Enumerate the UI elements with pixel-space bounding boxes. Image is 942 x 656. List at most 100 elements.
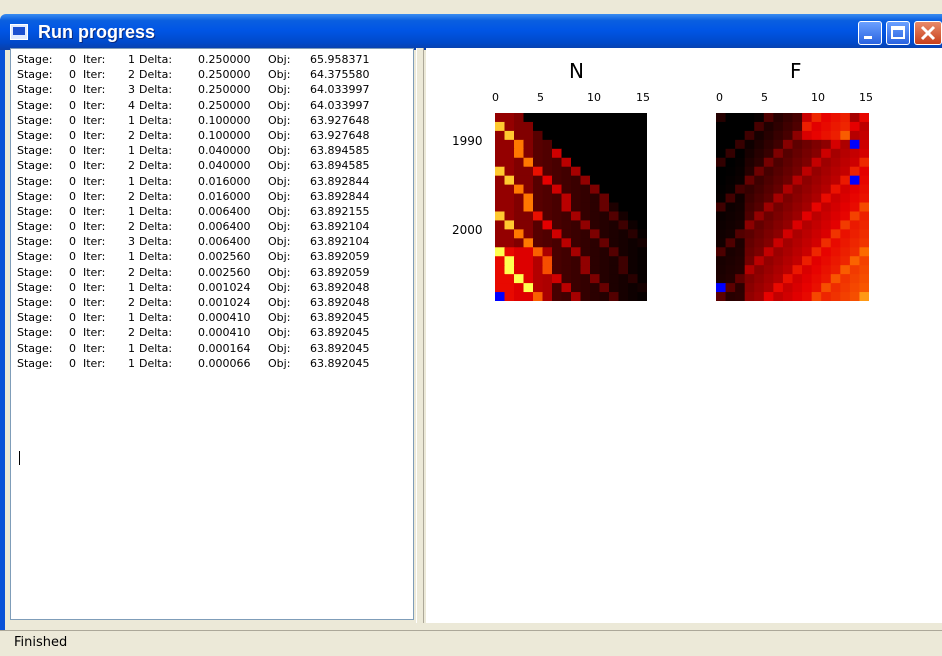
heatmap-cell (599, 292, 610, 301)
heatmap-cell (849, 256, 860, 266)
heatmap-cell (542, 238, 553, 248)
heatmap-cell (552, 283, 562, 293)
heatmap-cell (618, 256, 629, 266)
heatmap-cell (523, 113, 534, 123)
heatmap-cell (628, 283, 638, 293)
log-field: Stage: (17, 220, 53, 234)
heatmap-cell (637, 121, 647, 132)
heatmap-cell (754, 238, 765, 248)
pane-splitter[interactable] (416, 48, 424, 623)
heatmap-cell (514, 166, 524, 177)
heatmap-cell (830, 113, 841, 123)
heatmap-cell (840, 139, 851, 150)
log-field: 63.927648 (310, 113, 370, 127)
heatmap-cell (590, 157, 600, 168)
heatmap-cell (859, 292, 869, 301)
heatmap-cell (580, 148, 591, 159)
heatmap-cell (859, 229, 869, 239)
log-field: 2 (128, 296, 135, 309)
minimize-button[interactable] (858, 21, 882, 45)
heatmap-cell (754, 184, 765, 195)
heatmap-cell (552, 238, 562, 248)
heatmap-cell (590, 274, 600, 284)
log-field: 0.001024 (198, 296, 251, 309)
heatmap-cell (773, 113, 784, 123)
heatmap-cell (561, 113, 572, 123)
log-field: Obj: (268, 235, 291, 249)
heatmap-cell (609, 121, 619, 132)
heatmap-cell (533, 184, 543, 195)
heatmap-cell (754, 148, 765, 159)
heatmap-cell (811, 211, 822, 221)
heatmap-cell (849, 202, 860, 212)
log-field: 0 (69, 356, 76, 370)
heatmap-cell (830, 220, 841, 230)
heatmap-cell (773, 256, 784, 266)
heatmap-cell (523, 247, 534, 257)
heatmap-cell (609, 139, 619, 150)
heatmap-cell (830, 157, 841, 168)
heatmap-cell (754, 113, 765, 123)
heatmap-cell (811, 193, 822, 204)
log-field: Iter: (83, 53, 106, 66)
log-field: 0.016000 (198, 174, 251, 188)
log-field: 0 (69, 144, 76, 158)
log-field: 63.892048 (310, 280, 370, 294)
heatmap-cell (735, 283, 746, 293)
title-bar[interactable]: Run progress (0, 14, 942, 50)
heatmap-cell (763, 157, 774, 168)
heatmap-cell (716, 211, 727, 221)
heatmap-cell (849, 211, 860, 221)
heatmap-cell (754, 220, 765, 230)
heatmap-cell (849, 148, 860, 159)
heatmap-cell (599, 256, 610, 266)
log-field: 0.250000 (198, 98, 251, 112)
log-field: Iter: (83, 68, 106, 82)
heatmap-cell (552, 292, 562, 301)
heatmap-cell (504, 193, 515, 204)
log-field: Stage: (17, 113, 53, 127)
heatmap-cell (840, 121, 851, 132)
heatmap-cell (821, 220, 832, 230)
heatmap-cell (552, 148, 562, 159)
log-field: Iter: (83, 113, 106, 127)
heatmap-cell (859, 202, 869, 212)
log-field: 63.892048 (310, 296, 370, 309)
heatmap-cell (725, 247, 736, 257)
log-field: 1 (128, 250, 135, 264)
log-field: 63.892844 (310, 174, 370, 188)
heatmap-cell (821, 193, 832, 204)
heatmap-cell (821, 211, 832, 221)
log-field: 0.006400 (198, 204, 251, 218)
heatmap-cell (571, 175, 581, 186)
heatmap-cell (495, 175, 505, 186)
maximize-button[interactable] (886, 21, 910, 45)
log-field: Obj: (268, 53, 291, 66)
heatmap-cell (773, 283, 784, 293)
log-textbox[interactable]: Stage: 0 Iter: 1 Delta: 0.250000 Obj: 65.958371… (10, 48, 414, 620)
heatmap-cell (580, 202, 591, 212)
log-field: 0 (69, 53, 76, 66)
heatmap-cell (802, 148, 813, 159)
heatmap-cell (782, 113, 793, 123)
heatmap-cell (552, 157, 562, 168)
heatmap-cell (542, 175, 553, 186)
heatmap-cell (859, 256, 869, 266)
heatmap-cell (571, 247, 581, 257)
heatmap-cell (754, 202, 765, 212)
heatmap-cell (609, 166, 619, 177)
close-button[interactable] (914, 21, 942, 45)
log-field: 0 (69, 98, 76, 112)
heatmap-cell (802, 175, 813, 186)
heatmap-cell (735, 130, 746, 141)
heatmap-cell (782, 211, 793, 221)
heatmap-cell (821, 157, 832, 168)
heatmap-cell (811, 148, 822, 159)
heatmap-cell (773, 166, 784, 177)
heatmap-cell (599, 184, 610, 195)
heatmap-cell (514, 157, 524, 168)
heatmap-cell (599, 130, 610, 141)
heatmap-cell (628, 148, 638, 159)
heatmap-cell (821, 139, 832, 150)
heatmap-cell (735, 256, 746, 266)
